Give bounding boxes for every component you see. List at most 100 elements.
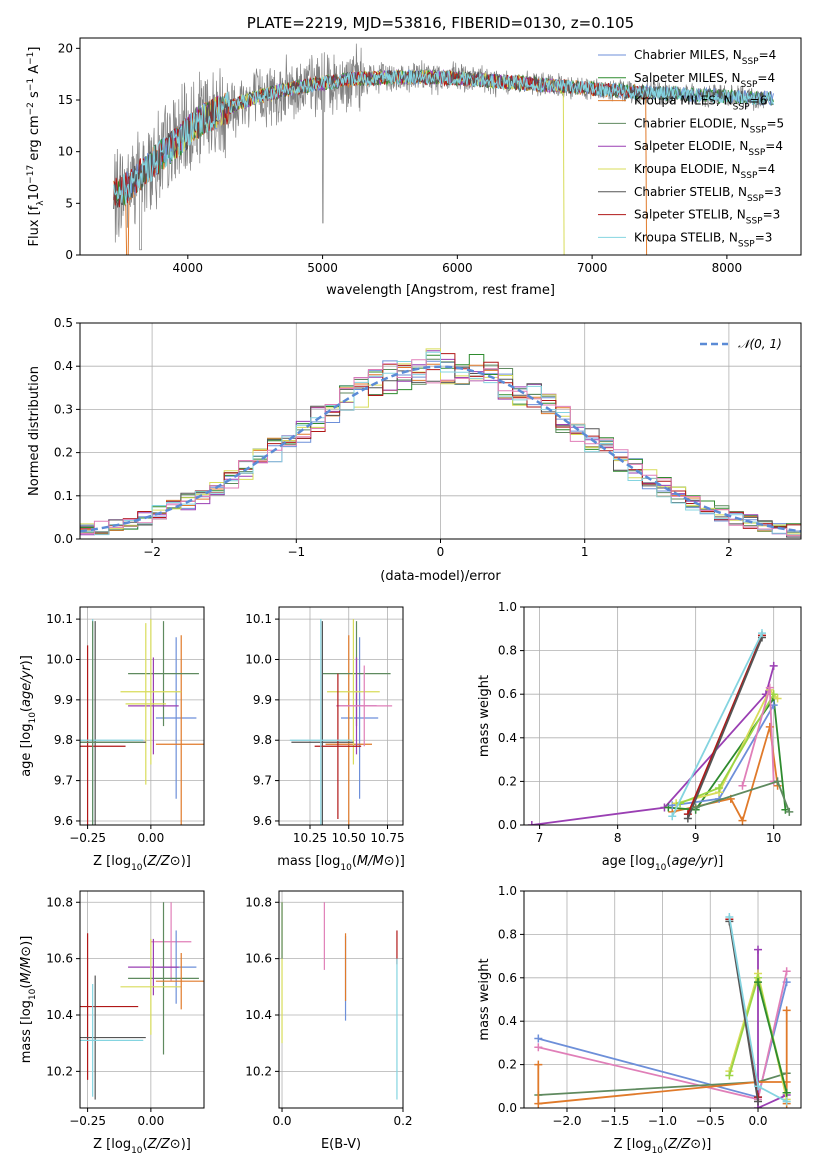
y-tick-label: 0 xyxy=(65,248,73,262)
x-tick-label: −2.0 xyxy=(552,1114,581,1128)
x-tick-label: −2 xyxy=(143,545,161,559)
age_vs_Z-y-axis-label: age [log10(age/yr)] xyxy=(19,655,38,777)
x-tick-label: −0.25 xyxy=(69,831,106,845)
weight-point-marker xyxy=(757,629,766,638)
residual-histogram xyxy=(80,351,801,536)
spectrum-legend: Chabrier MILES, NSSP=4 Salpeter MILES, NS… xyxy=(598,48,784,249)
y-tick-label: 10.1 xyxy=(46,612,73,626)
weight-point-marker xyxy=(527,821,536,825)
x-tick-label: 10.50 xyxy=(332,831,366,845)
y-tick-label: 10.1 xyxy=(245,612,272,626)
weight-series-line xyxy=(537,1010,788,1105)
mass_vs_ebv-frame xyxy=(278,890,404,1109)
mass_vs_Z-x-axis-label: Z [log10(Z/Z⊙)] xyxy=(93,1137,191,1156)
mass_vs_Z-axes: −0.25 0.00 10.2 10.4 10.6 10.8 xyxy=(46,890,205,1128)
y-tick-label: 10.2 xyxy=(245,1064,272,1078)
y-tick-label: 0.4 xyxy=(498,1014,517,1028)
weight-series-line xyxy=(531,665,775,825)
x-tick-label: 2 xyxy=(725,545,733,559)
y-tick-label: 1.0 xyxy=(498,600,517,614)
weight-point-marker xyxy=(534,1099,543,1108)
y-tick-label: 20 xyxy=(58,41,73,55)
y-tick-label: 0.0 xyxy=(498,1101,517,1115)
y-tick-label: 0.3 xyxy=(54,402,73,416)
age_vs_Z-x-axis-label: Z [log10(Z/Z⊙)] xyxy=(93,854,191,873)
mass_vs_ebv-x-axis-label: E(B-V) xyxy=(321,1137,361,1152)
y-tick-label: 10 xyxy=(58,145,73,159)
weight_vs_Z-x-axis-label: Z [log10(Z/Z⊙)] xyxy=(614,1137,712,1156)
weight-point-marker xyxy=(738,816,747,825)
y-tick-label: 10.8 xyxy=(245,895,272,909)
y-tick-label: 9.7 xyxy=(54,774,73,788)
x-tick-label: 0.0 xyxy=(272,1114,291,1128)
mass_vs_Z-frame xyxy=(79,890,205,1109)
y-tick-label: 9.7 xyxy=(253,774,272,788)
weight-point-marker xyxy=(668,812,677,821)
weight-series-line xyxy=(728,921,759,1102)
x-tick-label: 10 xyxy=(766,831,781,845)
x-tick-label: 4000 xyxy=(173,261,204,275)
weight-point-marker xyxy=(754,945,763,954)
weight_vs_age-x-axis-label: age [log10(age/yr)] xyxy=(602,854,724,873)
weight-point-marker xyxy=(725,913,734,922)
normal-distribution-curve xyxy=(80,365,801,533)
y-tick-label: 0.8 xyxy=(498,644,517,658)
y-tick-label: 0.1 xyxy=(54,489,73,503)
x-tick-label: 5000 xyxy=(307,261,338,275)
y-tick-label: 0.2 xyxy=(54,446,73,460)
y-tick-label: 0.4 xyxy=(54,359,73,373)
x-tick-label: −0.25 xyxy=(69,1114,106,1128)
x-tick-label: 9 xyxy=(692,831,700,845)
weight-point-marker xyxy=(754,1082,763,1091)
y-tick-label: 0.6 xyxy=(498,971,517,985)
x-tick-label: 0.0 xyxy=(748,1114,767,1128)
y-tick-label: 9.6 xyxy=(54,814,73,828)
weight_vs_Z-axes: −2.0 −1.5 −1.0 −0.5 0.0 0.0 0.2 0.4 0.6 0.8 1.0 xyxy=(498,884,802,1128)
age_vs_Z-axes: −0.25 0.00 9.6 9.7 9.8 9.9 10.0 10.1 xyxy=(46,606,205,845)
y-tick-label: 10.6 xyxy=(245,952,272,966)
x-tick-label: 7 xyxy=(536,831,544,845)
weight_vs_age-y-axis-label: mass weight xyxy=(477,675,492,757)
weight-point-marker xyxy=(534,1043,543,1052)
legend-entry-label: Salpeter STELIB, NSSP=3 xyxy=(634,208,780,227)
weight_vs_Z-y-axis-label: mass weight xyxy=(477,958,492,1040)
y-tick-label: 9.8 xyxy=(54,733,73,747)
x-tick-label: −0.5 xyxy=(696,1114,725,1128)
weight-point-marker xyxy=(773,694,782,703)
age_vs_mass-frame xyxy=(278,606,404,826)
y-tick-label: 10.2 xyxy=(46,1064,73,1078)
age_vs_mass-x-axis-label: mass [log10(M/M⊙)] xyxy=(277,854,405,873)
weight-series-line xyxy=(668,696,787,811)
y-tick-label: 9.8 xyxy=(253,733,272,747)
mass_vs_Z-y-axis-label: mass [log10(M/M⊙)] xyxy=(19,936,38,1064)
legend-entry-label: Chabrier ELODIE, NSSP=5 xyxy=(634,116,784,135)
spectrum-frame xyxy=(79,37,802,256)
weight-point-marker xyxy=(725,1071,734,1080)
spectrum-title: PLATE=2219, MJD=53816, FIBERID=0130, z=0… xyxy=(247,14,634,32)
legend-entry-label: Salpeter ELODIE, NSSP=4 xyxy=(634,139,783,158)
weight-point-marker xyxy=(782,1088,791,1097)
age_vs_Z-frame xyxy=(79,606,205,826)
y-tick-label: 10.0 xyxy=(46,652,73,666)
y-tick-label: 0.5 xyxy=(54,316,73,330)
age_vs_mass-axes: 10.25 10.50 10.75 9.6 9.7 9.8 9.9 10.0 10.1 xyxy=(245,606,405,845)
x-tick-label: 10.75 xyxy=(370,831,404,845)
x-tick-label: 8 xyxy=(614,831,622,845)
weight-point-marker xyxy=(765,683,774,692)
weight_vs_age-plot-area xyxy=(527,629,794,825)
mass_vs_ebv-plot-area xyxy=(281,902,398,1100)
legend-entry-label: Chabrier MILES, NSSP=4 xyxy=(634,48,776,67)
legend-entry-label: Kroupa ELODIE, NSSP=4 xyxy=(634,162,775,181)
y-tick-label: 10.0 xyxy=(245,652,272,666)
y-tick-label: 1.0 xyxy=(498,884,517,898)
residuals-x-axis-label: (data-model)/error xyxy=(380,569,501,584)
residuals-legend: 𝒩(0, 1) xyxy=(700,337,782,351)
y-tick-label: 9.6 xyxy=(253,814,272,828)
legend-entry-label: Salpeter MILES, NSSP=4 xyxy=(634,71,775,90)
y-tick-label: 0.2 xyxy=(498,774,517,788)
spectrum-axes: 4000 5000 6000 7000 8000 0 5 10 15 20 xyxy=(58,37,802,275)
weight-point-marker xyxy=(782,1006,791,1015)
weight-point-marker xyxy=(769,690,778,699)
weight-point-marker xyxy=(534,1060,543,1069)
y-tick-label: 0.8 xyxy=(498,927,517,941)
